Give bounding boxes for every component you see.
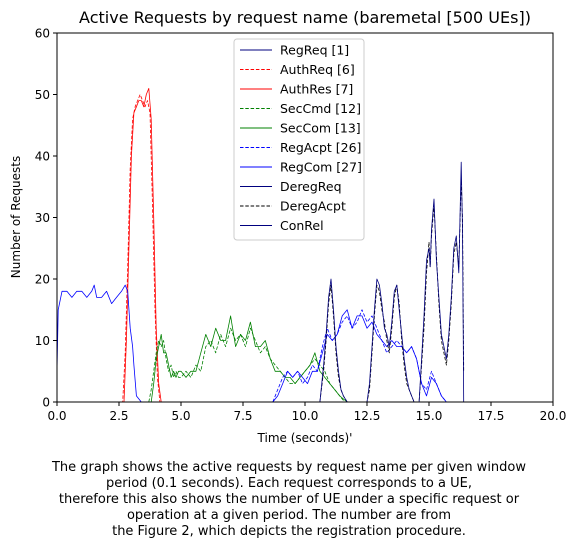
y-tick-label: 20 [35,273,50,287]
x-tick-label: 12.5 [354,409,381,423]
x-tick-label: 10.0 [292,409,319,423]
series-line [272,309,464,403]
series-line [148,327,346,403]
legend-label: DeregReq [280,179,342,194]
y-tick-label: 60 [35,27,50,41]
legend-label: RegCom [27] [280,160,362,175]
legend-label: ConRel [280,218,324,233]
x-tick-label: 20.0 [540,409,567,423]
legend-label: RegReq [1] [280,43,349,58]
x-tick-label: 5.0 [171,409,190,423]
y-tick-label: 30 [35,211,50,225]
legend-label: SecCom [13] [280,121,361,136]
legend-label: AuthRes [7] [280,82,353,97]
caption-line: therefore this also shows the number of … [58,492,520,507]
y-tick-label: 40 [35,150,50,164]
x-tick-label: 15.0 [416,409,443,423]
x-tick-label: 17.5 [478,409,505,423]
x-tick-label: 2.5 [109,409,128,423]
legend-label: RegAcpt [26] [280,140,361,155]
series-line [57,88,464,403]
series-line [319,161,465,403]
legend-label: AuthReq [6] [280,62,355,77]
caption-line: The graph shows the active requests by r… [51,460,527,475]
x-axis-label: Time (seconds)' [257,431,353,445]
y-tick-label: 0 [42,396,50,410]
figure-caption: The graph shows the active requests by r… [0,460,578,540]
y-tick-label: 50 [35,88,50,102]
caption-line: operation at a given period. The number … [126,508,452,523]
y-tick-label: 10 [35,334,50,348]
caption-line: the Figure 2, which depicts the registra… [112,524,466,539]
chart-title: Active Requests by request name (baremet… [79,8,531,27]
series-line [56,284,464,403]
y-axis-label: Number of Requests [9,156,23,278]
chart: Active Requests by request name (baremet… [9,8,567,445]
caption-line: period (0.1 seconds). Each request corre… [106,476,472,491]
legend-label: DeregAcpt [280,199,346,214]
legend: RegReq [1] AuthReq [6] AuthRes [7] SecCmd [… [233,38,365,241]
series-line [150,315,348,403]
x-tick-label: 0.0 [47,409,66,423]
x-tick-label: 7.5 [233,409,252,423]
legend-label: SecCmd [12] [280,101,361,116]
axes: 0.0 2.5 5.0 7.5 10.0 12.5 15.0 17.5 20.0 0 10 20 30 4… [35,27,567,424]
